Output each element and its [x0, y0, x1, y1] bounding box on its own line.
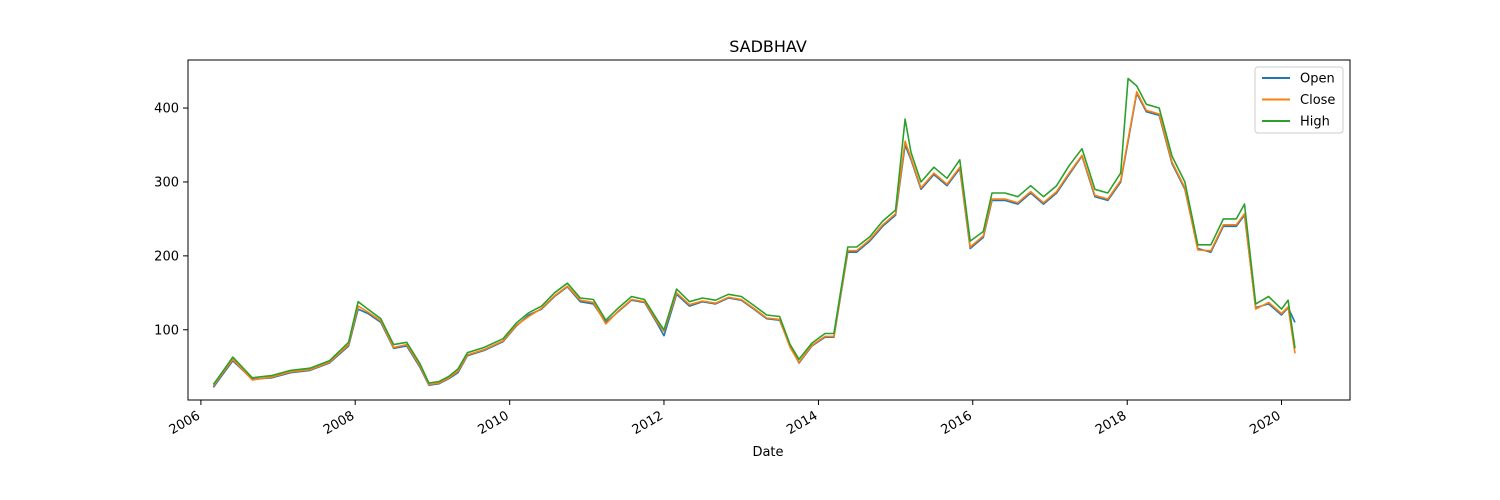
- x-axis-label: Date: [752, 445, 783, 460]
- y-tick-label-200: 200: [154, 249, 179, 264]
- legend-label-close: Close: [1300, 93, 1335, 108]
- plot-area: [187, 59, 1351, 401]
- chart-title: SADBHAV: [729, 37, 807, 56]
- legend-box: [1254, 66, 1344, 134]
- series-lines: [212, 77, 1296, 388]
- legend-label-open: Open: [1300, 72, 1335, 87]
- y-tick-label-100: 100: [154, 323, 179, 338]
- y-axis: 100 200 300 400: [154, 102, 188, 338]
- y-tick-label-400: 400: [154, 102, 179, 117]
- y-tick-label-300: 300: [154, 175, 179, 190]
- plot-frame: [187, 59, 1351, 401]
- series-line-high: [212, 77, 1296, 385]
- legend-label-high: High: [1300, 115, 1330, 130]
- legend: Open Close High: [1254, 66, 1344, 134]
